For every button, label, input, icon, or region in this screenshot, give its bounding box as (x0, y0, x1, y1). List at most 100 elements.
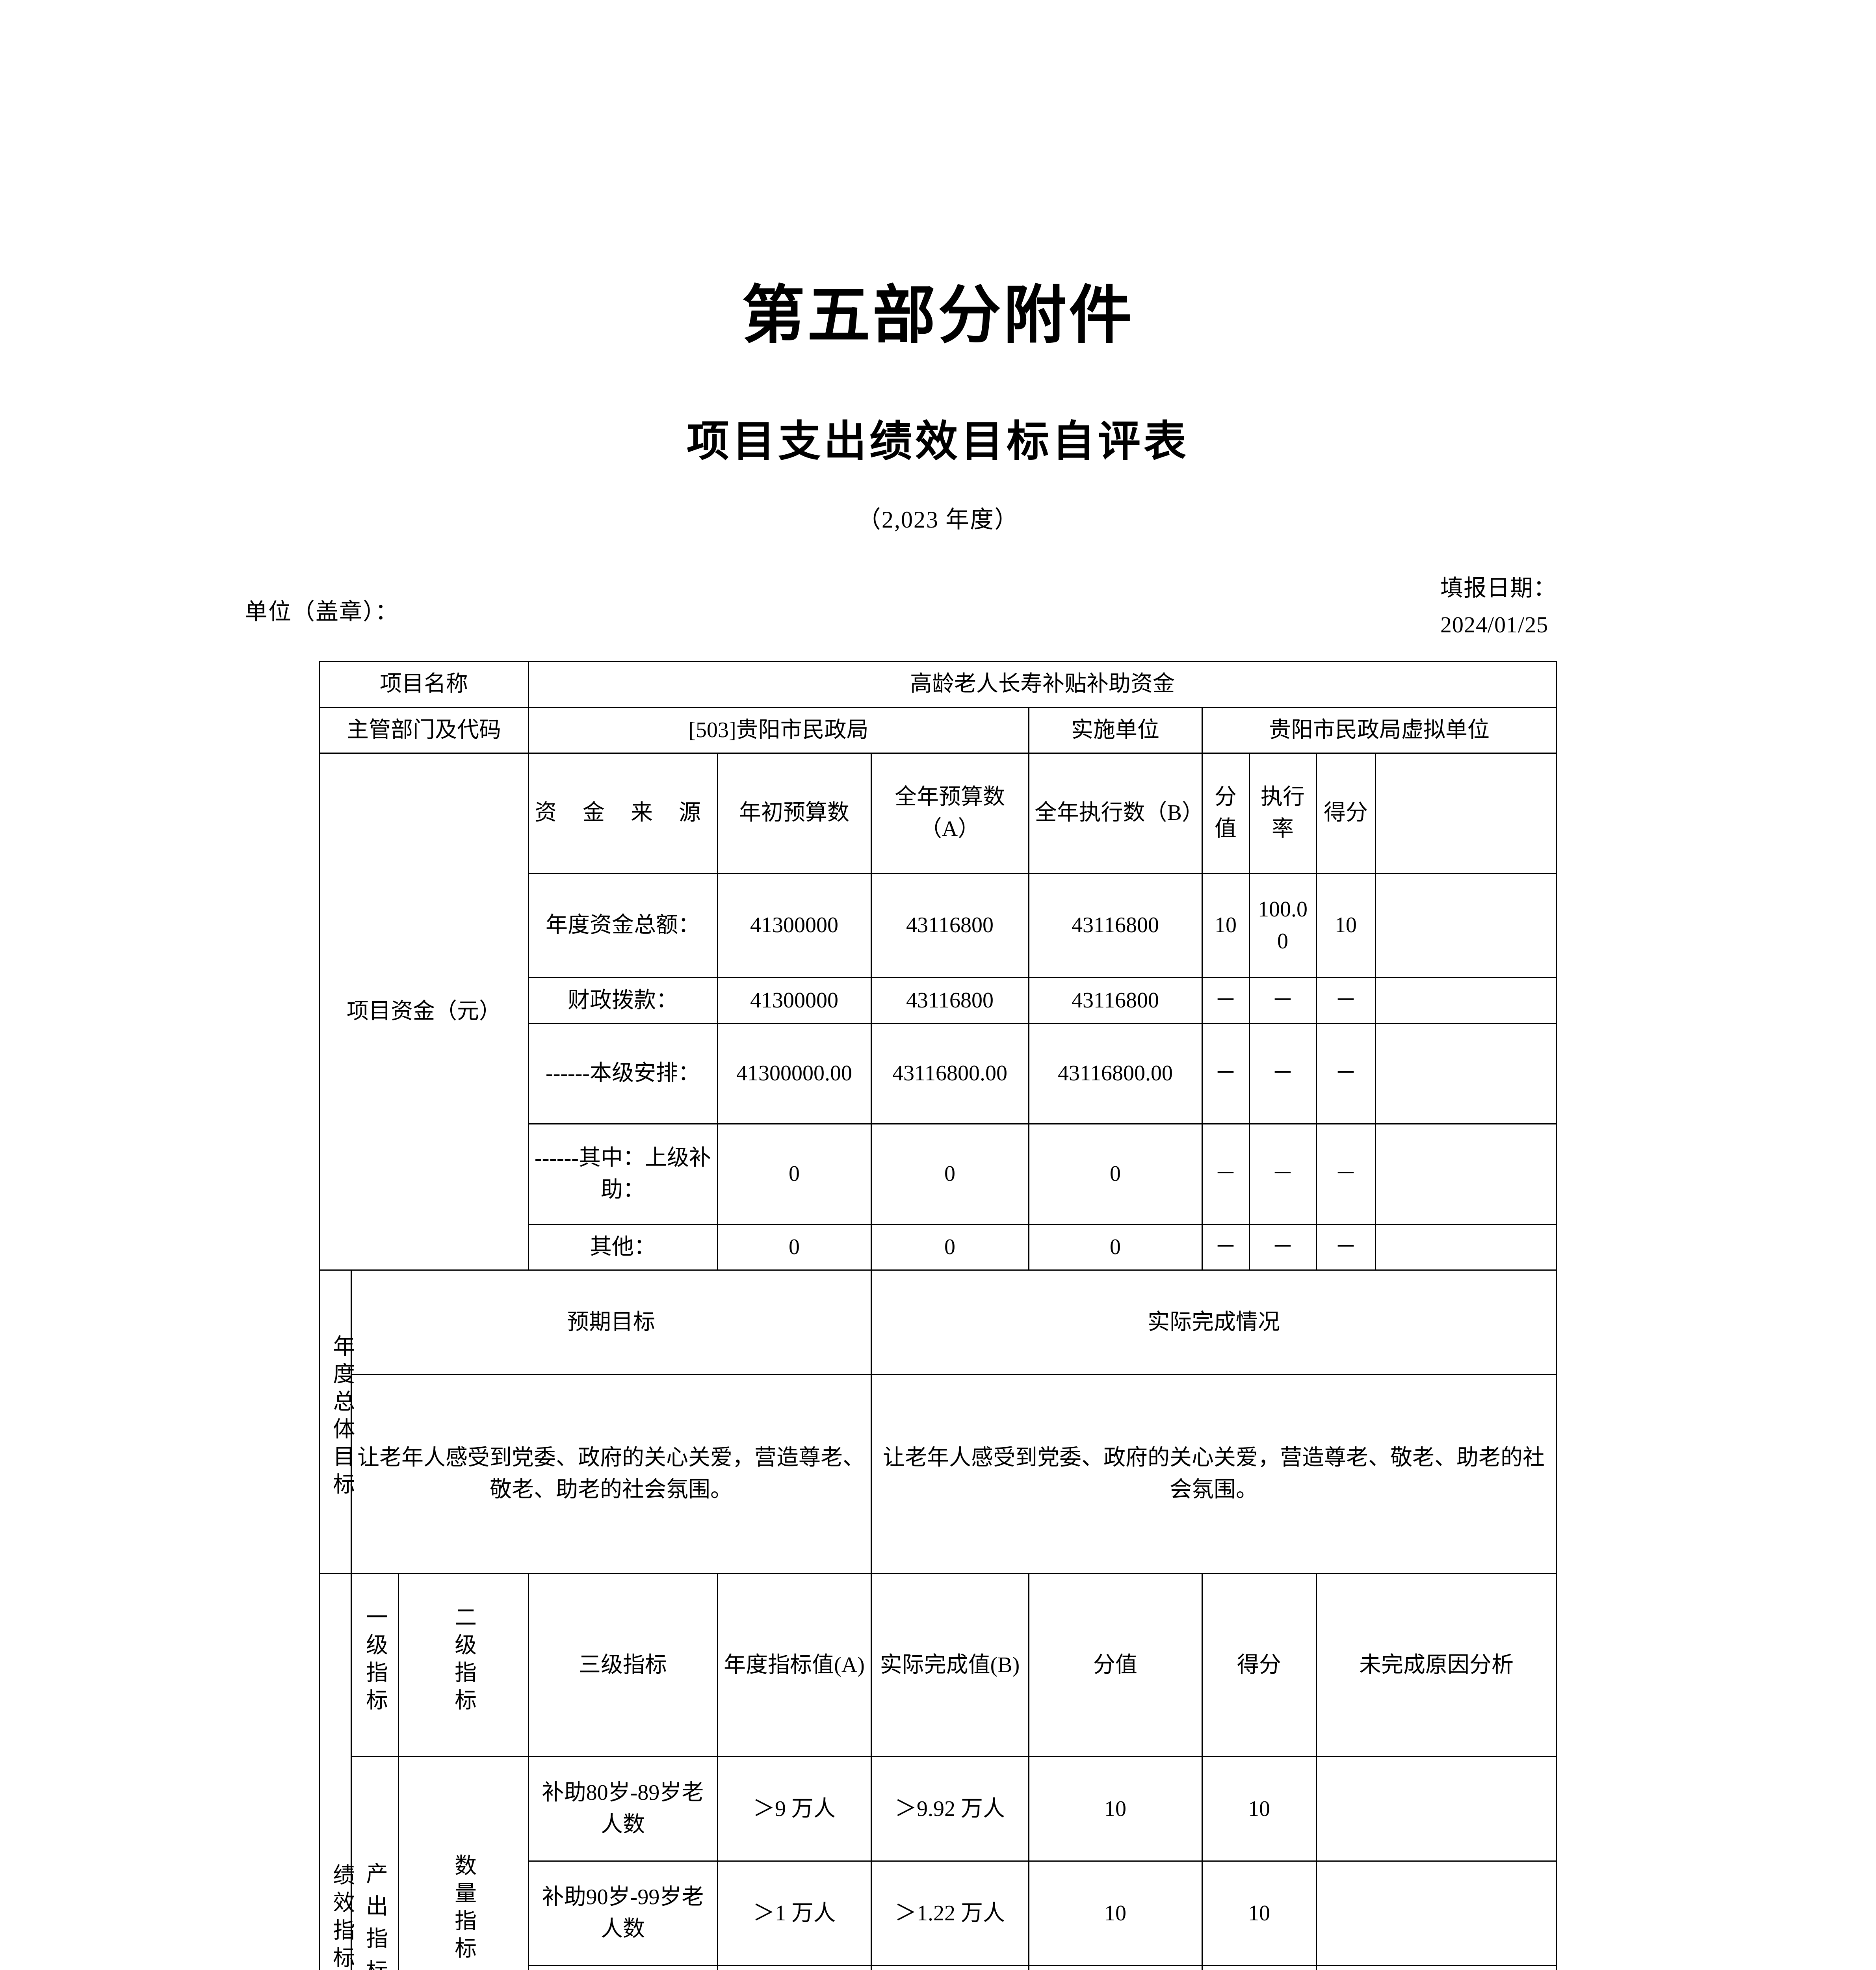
perf-level2-quantity: 数量指标 (397, 1756, 529, 1970)
table-row-fund-header: 项目资金（元） 资 金 来 源 年初预算数 全年预算数（A） 全年执行数（B） … (319, 752, 1557, 1271)
fund-source-3: ------其中：上级补助： (528, 1123, 718, 1225)
fund-annual-4: 0 (870, 1223, 1029, 1271)
fund-scorevalue-2: － (1201, 1022, 1250, 1124)
fund-initial-0: 41300000 (717, 872, 872, 978)
fund-score-2: － (1315, 1022, 1376, 1124)
page-content: 第五部分附件 项目支出绩效目标自评表 （2,023 年度） 单位（盖章）： 填报… (237, 0, 1639, 1970)
perf-target-0: ＞9 万人 (717, 1756, 872, 1862)
actual-goal-text: 让老年人感受到党委、政府的关心关爱，营造尊老、敬老、助老的社会氛围。 (870, 1374, 1557, 1574)
annual-goal-label: 年度总体目标 (319, 1269, 354, 1574)
perf-header-level2: 二级指标 (397, 1573, 529, 1758)
fund-exec-2: 43116800.00 (1028, 1022, 1203, 1124)
fund-header-annual-exec: 全年执行数（B） (1028, 752, 1204, 874)
perf-header-actual: 实际完成值(B) (870, 1573, 1029, 1758)
fund-execrate-2: － (1248, 1022, 1317, 1124)
expected-goal-header: 预期目标 (350, 1269, 872, 1375)
fund-score-0: 10 (1315, 872, 1376, 978)
perf-scorevalue-1: 10 (1028, 1860, 1203, 1966)
fund-score-3: － (1315, 1123, 1376, 1225)
dept-value: [503]贵阳市民政局 (528, 706, 1029, 754)
table-row-goal-text: 让老年人感受到党委、政府的关心关爱，营造尊老、敬老、助老的社会氛围。 让老年人感… (319, 1374, 1557, 1574)
self-evaluation-table: 项目名称 高龄老人长寿补贴补助资金 主管部门及代码 [503]贵阳市民政局 实施… (319, 661, 1557, 1970)
perf-header-level1: 一级指标 (350, 1573, 399, 1758)
perf-actual-1: ＞1.22 万人 (870, 1860, 1029, 1966)
table-row-project-name: 项目名称 高龄老人长寿补贴补助资金 (319, 661, 1557, 708)
unit-seal-label: 单位（盖章）： (245, 599, 399, 625)
actual-goal-header: 实际完成情况 (870, 1269, 1557, 1375)
report-date-value: 2024/01/25 (1440, 612, 1549, 638)
fund-annual-3: 0 (870, 1123, 1029, 1225)
fund-source-1: 财政拨款： (528, 977, 718, 1024)
perf-target-2: ＞100 人 (717, 1965, 872, 1970)
fund-annual-2: 43116800.00 (870, 1022, 1029, 1124)
perf-header-reason: 未完成原因分析 (1315, 1573, 1557, 1758)
fund-scorevalue-4: － (1201, 1223, 1250, 1271)
perf-score-0: 10 (1201, 1756, 1317, 1862)
perf-actual-2: ＞150 人 (870, 1965, 1029, 1970)
fund-execrate-0: 100.00 (1248, 872, 1317, 978)
perf-actual-0: ＞9.92 万人 (870, 1756, 1029, 1862)
fund-header-score-value: 分值 (1201, 752, 1250, 874)
perf-level1-output: 产出指标（50分） (350, 1756, 399, 1970)
table-row-goal-header: 年度总体目标 预期目标 实际完成情况 (319, 1269, 1557, 1574)
perf-level3-1: 补助90岁-99岁老人数 (528, 1860, 718, 1966)
fund-source-2: ------本级安排： (528, 1022, 718, 1124)
fund-exec-4: 0 (1028, 1223, 1203, 1271)
fund-header-initial-budget: 年初预算数 (717, 752, 872, 874)
perf-scorevalue-0: 10 (1028, 1756, 1203, 1862)
fund-source-0: 年度资金总额： (528, 872, 718, 978)
perf-score-2: 10 (1201, 1965, 1317, 1970)
fund-scorevalue-3: － (1201, 1123, 1250, 1225)
table-row: ------其中：上级补助： 0 0 0 － － － (319, 1123, 1557, 1225)
table-row-department: 主管部门及代码 [503]贵阳市民政局 实施单位 贵阳市民政局虚拟单位 (319, 706, 1557, 754)
table-row: 财政拨款： 41300000 43116800 43116800 － － － (319, 977, 1557, 1024)
perf-score-1: 10 (1201, 1860, 1317, 1966)
fiscal-year-label: （2,023 年度） (857, 507, 1019, 533)
table-row: 产出指标（50分） 数量指标 补助80岁-89岁老人数 ＞9 万人 ＞9.92 … (319, 1756, 1557, 1970)
table-row-performance-header: 绩效指标 一级指标 二级指标 三级指标 年度指标值(A) 实际完成值(B) 分值… (319, 1573, 1557, 1970)
fund-header-annual-budget: 全年预算数（A） (870, 752, 1029, 874)
fund-score-1: － (1315, 977, 1376, 1024)
report-date-label: 填报日期： (1440, 575, 1557, 601)
fund-execrate-3: － (1248, 1123, 1317, 1225)
fund-source-4: 其他： (528, 1223, 718, 1271)
form-meta: 单位（盖章）： 填报日期： 2024/01/25 (237, 570, 1639, 661)
dept-label: 主管部门及代码 (319, 706, 529, 754)
fund-exec-3: 0 (1028, 1123, 1203, 1225)
perf-level3-0: 补助80岁-89岁老人数 (528, 1756, 718, 1862)
fund-scorevalue-1: － (1201, 977, 1250, 1024)
fund-header-spacer (1374, 752, 1557, 874)
impl-unit-value: 贵阳市民政局虚拟单位 (1201, 706, 1557, 754)
perf-scorevalue-2: 10 (1028, 1965, 1203, 1970)
performance-label: 绩效指标 (319, 1573, 354, 1970)
fund-exec-1: 43116800 (1028, 977, 1203, 1024)
fund-initial-4: 0 (717, 1223, 872, 1271)
fund-initial-3: 0 (717, 1123, 872, 1225)
perf-reason-2 (1315, 1965, 1557, 1970)
perf-reason-1 (1315, 1860, 1557, 1966)
fund-execrate-1: － (1248, 977, 1317, 1024)
fund-initial-2: 41300000.00 (717, 1022, 872, 1124)
fund-score-4: － (1315, 1223, 1376, 1271)
perf-header-score: 得分 (1201, 1573, 1317, 1758)
fund-initial-1: 41300000 (717, 977, 872, 1024)
fund-header-source: 资 金 来 源 (528, 752, 718, 874)
table-row: 其他： 0 0 0 － － － (319, 1223, 1557, 1271)
fund-spacer-2 (1374, 1022, 1557, 1124)
table-row: 补助90岁-99岁老人数 ＞1 万人 ＞1.22 万人 10 10 (319, 1860, 1557, 1966)
perf-level3-2: 补助100岁以上老人数 (528, 1965, 718, 1970)
report-date-block: 填报日期： 2024/01/25 (1440, 570, 1557, 643)
perf-header-score-value: 分值 (1028, 1573, 1203, 1758)
fund-execrate-4: － (1248, 1223, 1317, 1271)
perf-header-level3: 三级指标 (528, 1573, 718, 1758)
perf-header-target: 年度指标值(A) (717, 1573, 872, 1758)
perf-reason-0 (1315, 1756, 1557, 1862)
table-row: 补助100岁以上老人数 ＞100 人 ＞150 人 10 10 (319, 1965, 1557, 1970)
project-name-label: 项目名称 (319, 661, 529, 708)
impl-unit-label: 实施单位 (1028, 706, 1203, 754)
fund-spacer-1 (1374, 977, 1557, 1024)
form-title: 项目支出绩效目标自评表 (686, 417, 1189, 465)
page-title: 第五部分附件 (741, 280, 1134, 350)
table-row: ------本级安排： 41300000.00 43116800.00 4311… (319, 1022, 1557, 1124)
